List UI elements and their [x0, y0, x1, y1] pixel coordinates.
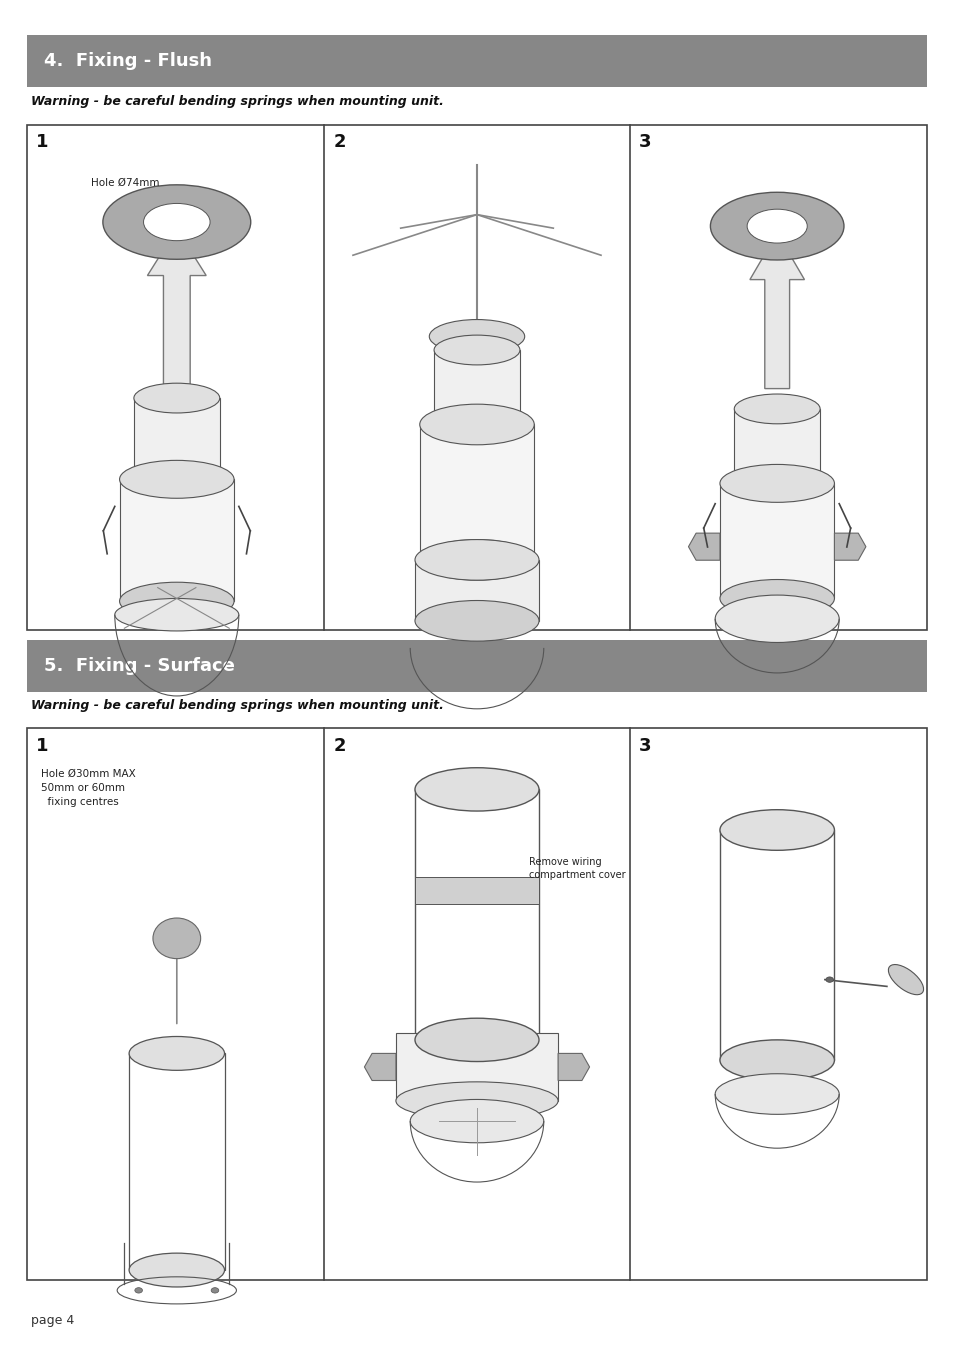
Ellipse shape	[720, 810, 834, 850]
Text: 1: 1	[36, 133, 49, 150]
Ellipse shape	[419, 403, 534, 444]
Bar	[720, 483, 834, 598]
Ellipse shape	[133, 464, 219, 494]
Text: Warning - be careful bending springs when mounting unit.: Warning - be careful bending springs whe…	[31, 95, 444, 108]
Ellipse shape	[395, 1082, 558, 1120]
Text: 2: 2	[334, 737, 346, 754]
Text: Hole Ø30mm MAX
50mm or 60mm
  fixing centres: Hole Ø30mm MAX 50mm or 60mm fixing centr…	[41, 769, 135, 807]
Bar	[415, 877, 538, 904]
Ellipse shape	[710, 192, 843, 260]
Text: 3: 3	[639, 737, 651, 754]
Ellipse shape	[825, 978, 833, 983]
Ellipse shape	[887, 964, 923, 995]
Ellipse shape	[415, 768, 538, 811]
Ellipse shape	[415, 1018, 538, 1062]
Bar	[720, 830, 834, 1060]
Polygon shape	[749, 233, 803, 389]
Ellipse shape	[415, 539, 538, 580]
Bar	[27, 640, 926, 692]
Ellipse shape	[746, 209, 806, 242]
Ellipse shape	[715, 1074, 839, 1114]
Bar	[415, 789, 538, 1040]
Polygon shape	[364, 1053, 395, 1080]
Ellipse shape	[211, 1288, 218, 1293]
Ellipse shape	[720, 464, 834, 502]
Ellipse shape	[119, 582, 233, 620]
Ellipse shape	[434, 334, 519, 364]
Text: 5.  Fixing - Surface: 5. Fixing - Surface	[44, 657, 234, 676]
Bar	[434, 349, 519, 425]
Ellipse shape	[734, 468, 820, 498]
Ellipse shape	[720, 1040, 834, 1080]
Ellipse shape	[114, 598, 238, 631]
Ellipse shape	[152, 918, 200, 959]
Ellipse shape	[119, 460, 233, 498]
Polygon shape	[148, 229, 206, 385]
Ellipse shape	[434, 409, 519, 439]
Ellipse shape	[134, 1288, 142, 1293]
Bar	[27, 728, 926, 1280]
Bar	[129, 1053, 224, 1270]
Ellipse shape	[734, 394, 820, 424]
Text: Hole Ø74mm: Hole Ø74mm	[91, 179, 159, 188]
Polygon shape	[558, 1053, 589, 1080]
Text: Remove wiring
compartment cover: Remove wiring compartment cover	[529, 857, 625, 880]
Text: 4.  Fixing - Flush: 4. Fixing - Flush	[44, 51, 212, 70]
Ellipse shape	[129, 1254, 224, 1286]
Text: 2: 2	[334, 133, 346, 150]
Ellipse shape	[429, 320, 524, 353]
Text: 3: 3	[639, 133, 651, 150]
Text: 1: 1	[36, 737, 49, 754]
Text: page 4: page 4	[31, 1313, 74, 1327]
Ellipse shape	[419, 539, 534, 580]
Bar	[419, 425, 534, 561]
Bar	[395, 1033, 558, 1101]
Ellipse shape	[129, 1037, 224, 1070]
Ellipse shape	[715, 594, 839, 642]
Bar	[415, 559, 538, 620]
Bar	[119, 479, 233, 601]
Polygon shape	[834, 533, 865, 561]
Bar	[27, 35, 926, 87]
Ellipse shape	[143, 203, 210, 241]
Polygon shape	[688, 533, 720, 561]
Ellipse shape	[720, 580, 834, 617]
Bar	[133, 398, 219, 479]
Bar	[734, 409, 820, 483]
Ellipse shape	[415, 601, 538, 640]
Ellipse shape	[103, 184, 251, 259]
Ellipse shape	[133, 383, 219, 413]
Text: Warning - be careful bending springs when mounting unit.: Warning - be careful bending springs whe…	[31, 699, 444, 712]
Bar	[27, 125, 926, 630]
Ellipse shape	[410, 1099, 543, 1143]
